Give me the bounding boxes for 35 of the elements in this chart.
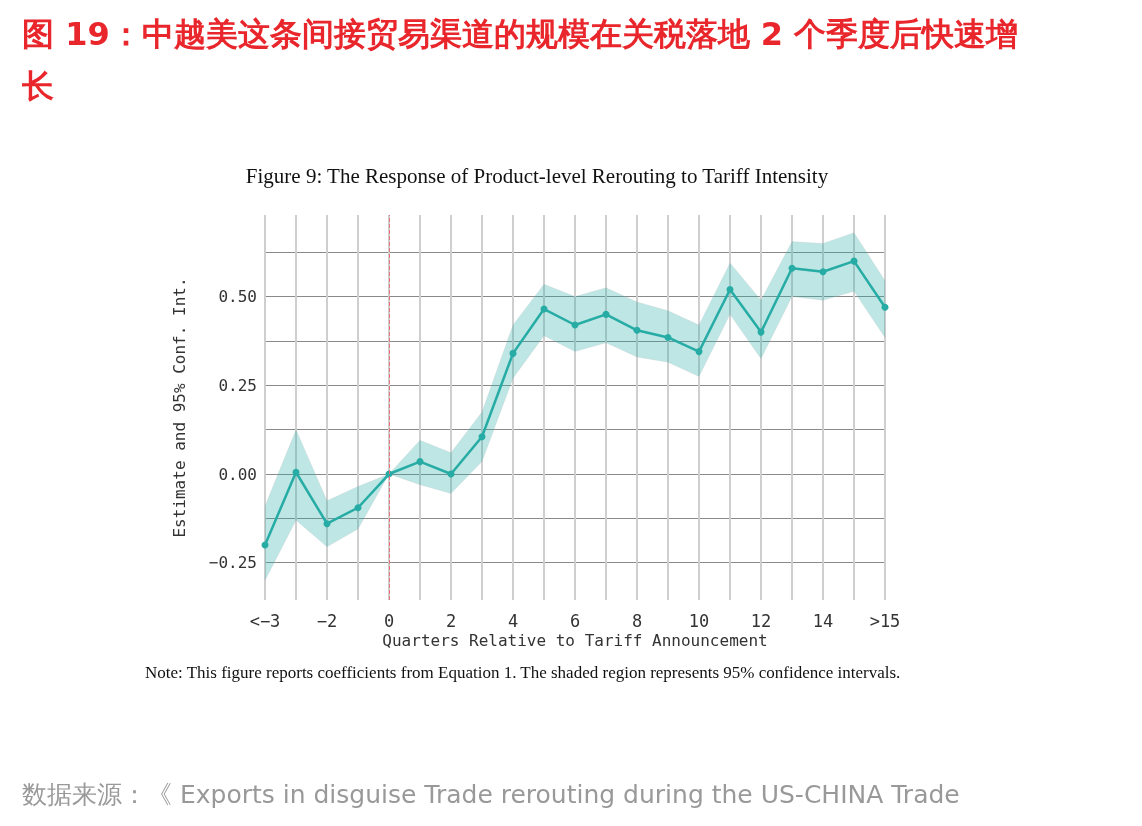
point (602, 310, 610, 318)
x-tick-label: 6 (569, 610, 581, 631)
y-tick-label: −0.25 (208, 553, 257, 573)
x-tick-label: <−3 (249, 610, 281, 631)
point (695, 348, 703, 356)
y-tick-label: 0.50 (218, 287, 257, 307)
x-tick-label: 10 (688, 610, 710, 631)
point (664, 333, 672, 341)
x-axis-title: Quarters Relative to Tariff Announcement (382, 630, 768, 650)
source-note: 数据来源：《 Exports in disguise Trade rerouting during the US-CHINA Trade (22, 779, 961, 811)
y-tick-label: 0.25 (218, 375, 257, 395)
x-tick-label: 4 (507, 610, 519, 631)
chart-subtitle: Figure 9: The Response of Product-level Rerouting to Tariff Intensity (244, 164, 830, 189)
point (509, 349, 517, 357)
point (478, 433, 486, 441)
chart-title: 图 19：中越美这条间接贸易渠道的规模在关税落地 2 个季度后快速增长 (22, 14, 1020, 107)
point (292, 468, 300, 476)
point (323, 520, 331, 528)
point (633, 326, 641, 334)
x-tick-label: 8 (631, 610, 643, 631)
x-tick-label: 0 (383, 610, 395, 631)
x-tick-label: 14 (812, 610, 834, 631)
point (416, 458, 424, 466)
x-tick-label: −2 (316, 610, 338, 631)
point (726, 286, 734, 294)
point (819, 268, 827, 276)
point (881, 303, 889, 311)
text: Note: This figure reports coefficients from Equation 1. The shaded region represents 95% confidence intervals. (145, 662, 902, 684)
y-tick-label: 0.00 (218, 464, 257, 484)
y-axis-title: Estimate and 95% Conf. Int. (169, 277, 189, 538)
x-tick-label: 12 (750, 610, 772, 631)
point (788, 264, 796, 272)
x-tick-label: 2 (445, 610, 457, 631)
x-tick-label: >15 (869, 610, 901, 631)
point (354, 504, 362, 512)
